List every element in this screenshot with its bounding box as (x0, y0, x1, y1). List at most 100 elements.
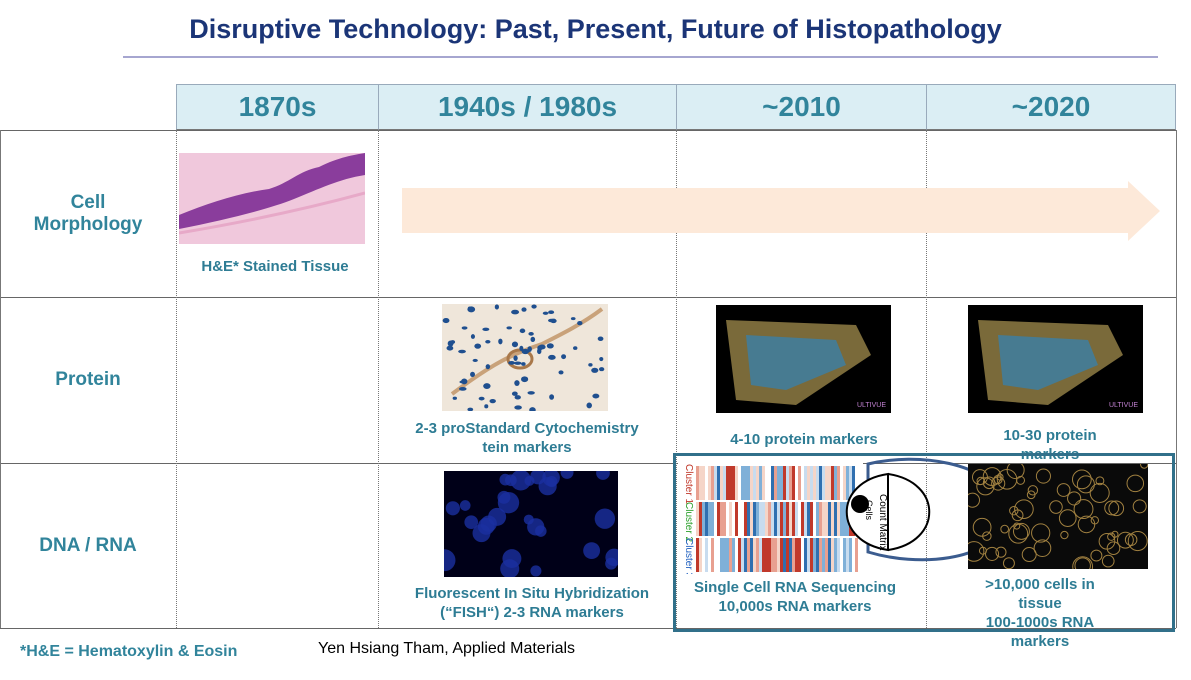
texture (467, 306, 473, 310)
texture (1101, 554, 1115, 568)
credit: Yen Hsiang Tham, Applied Materials (318, 640, 576, 657)
texture (1035, 468, 1051, 484)
texture (717, 502, 720, 536)
texture (561, 354, 567, 360)
texture (768, 502, 771, 536)
texture (717, 538, 720, 572)
brand-label: ULTIVUE (1109, 402, 1138, 409)
texture (777, 466, 780, 500)
texture (825, 466, 828, 500)
texture (499, 473, 512, 486)
texture (789, 466, 792, 500)
texture (513, 355, 518, 362)
row-label: Protein (55, 369, 121, 390)
texture (750, 502, 753, 536)
texture (598, 367, 605, 372)
texture (530, 565, 542, 577)
texture (521, 307, 527, 312)
texture (810, 466, 813, 500)
texture (738, 466, 741, 500)
texture (529, 407, 536, 411)
col-rule (1176, 130, 1177, 628)
texture (801, 466, 804, 500)
texture (1056, 483, 1071, 497)
texture (968, 492, 981, 508)
texture (759, 466, 762, 500)
texture (511, 341, 519, 348)
texture (508, 360, 515, 365)
texture (840, 538, 843, 572)
texture (705, 502, 708, 536)
texture (1074, 557, 1091, 569)
texture (825, 502, 828, 536)
texture (834, 538, 837, 572)
texture (810, 538, 813, 572)
texture (762, 466, 765, 500)
texture (720, 466, 723, 500)
texture (538, 344, 546, 350)
texture (756, 502, 759, 536)
texture (792, 538, 795, 572)
figure-label: Cells (864, 500, 874, 521)
texture (831, 466, 834, 500)
texture (795, 538, 798, 572)
texture (528, 332, 534, 336)
texture (822, 538, 825, 572)
texture (807, 538, 810, 572)
texture (798, 538, 801, 572)
texture (1009, 506, 1019, 516)
texture (717, 466, 720, 500)
texture (446, 345, 454, 351)
texture (828, 466, 831, 500)
texture (840, 466, 843, 500)
texture (843, 538, 846, 572)
texture (1132, 499, 1147, 514)
texture (482, 327, 490, 332)
texture (1116, 531, 1134, 549)
texture (849, 538, 852, 572)
texture (514, 395, 521, 400)
column-header: ~2010 (676, 84, 926, 130)
texture (530, 336, 536, 343)
texture (735, 466, 738, 500)
texture (464, 515, 479, 530)
texture (768, 538, 771, 572)
texture (783, 502, 786, 536)
texture (819, 538, 822, 572)
texture (1013, 522, 1021, 530)
texture (741, 502, 744, 536)
texture (747, 466, 750, 500)
texture (702, 538, 705, 572)
texture (1098, 532, 1116, 550)
he-image (179, 153, 365, 244)
texture (813, 502, 816, 536)
texture (591, 367, 599, 373)
texture (753, 502, 756, 536)
texture (804, 538, 807, 572)
texture (605, 557, 618, 570)
texture (542, 311, 549, 315)
texture (708, 466, 711, 500)
texture (519, 345, 524, 352)
texture (519, 328, 526, 334)
texture (795, 466, 798, 500)
texture (729, 502, 732, 536)
texture (485, 364, 491, 370)
texture (840, 502, 843, 536)
texture (792, 466, 795, 500)
texture (527, 391, 535, 395)
texture (442, 317, 450, 324)
texture (484, 404, 489, 409)
texture (596, 471, 610, 480)
texture (1031, 523, 1051, 543)
texture (768, 466, 771, 500)
texture (810, 502, 813, 536)
texture (723, 538, 726, 572)
texture (819, 466, 822, 500)
texture (804, 502, 807, 536)
cell-caption: Single Cell RNA Sequencing 10,000s RNA m… (694, 579, 896, 615)
texture (765, 502, 768, 536)
texture (1002, 557, 1015, 569)
texture (696, 538, 699, 572)
